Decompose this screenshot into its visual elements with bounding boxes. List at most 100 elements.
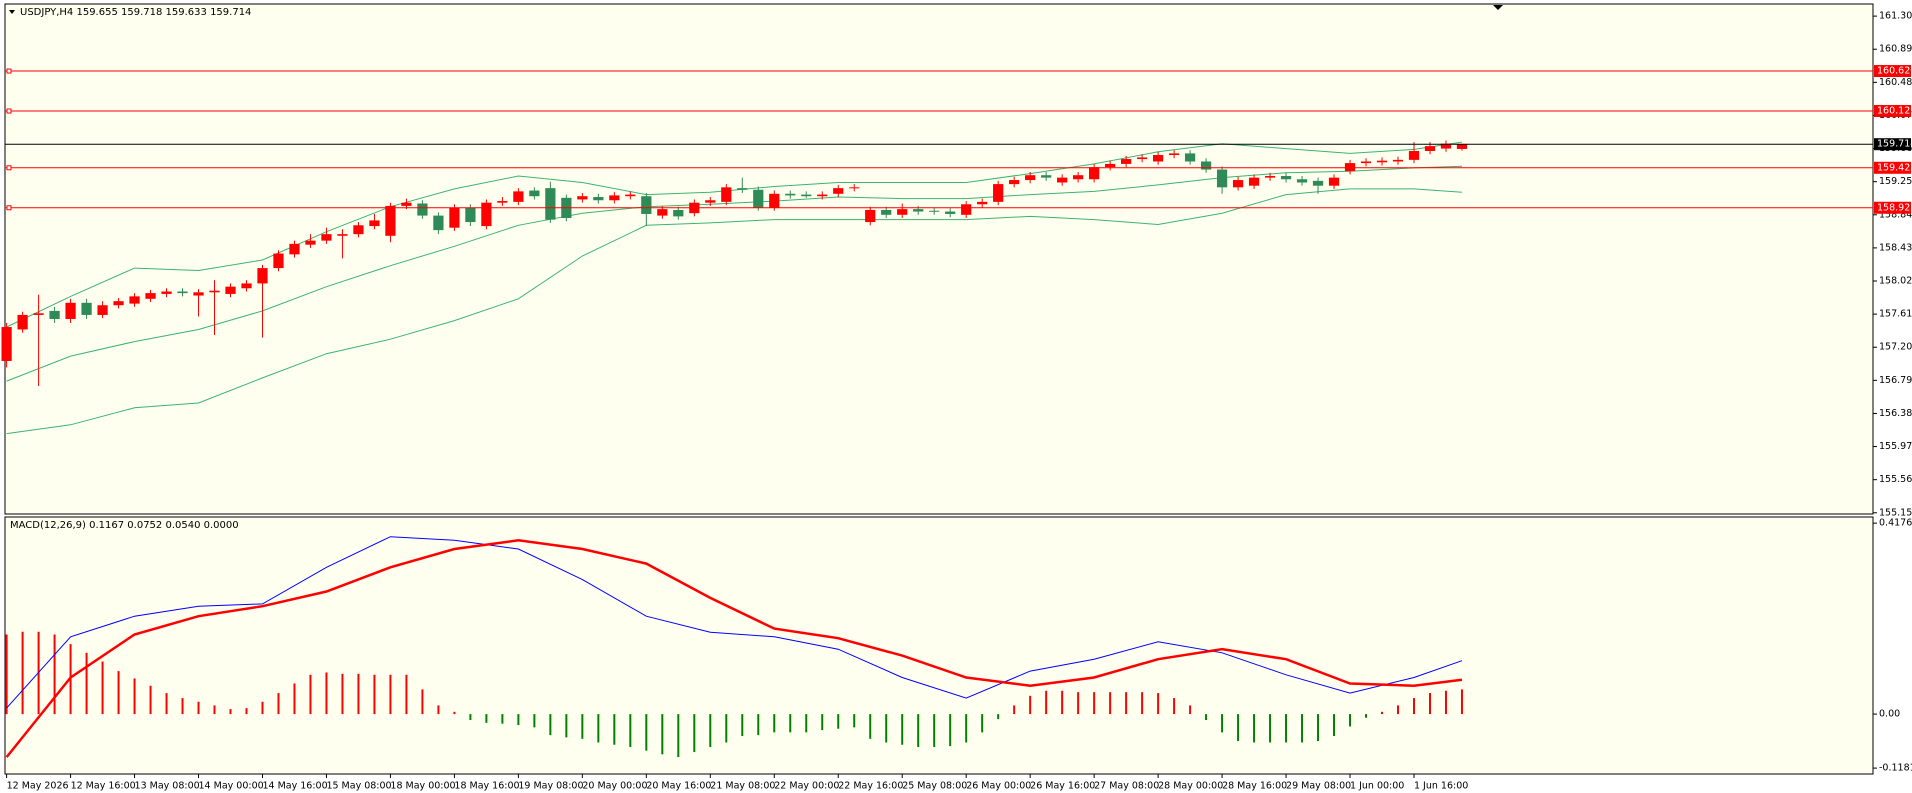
- x-tick-label: 15 May 08:00: [326, 781, 391, 792]
- candle-body: [929, 210, 940, 212]
- x-tick-label: 28 May 00:00: [1158, 781, 1223, 792]
- candle-body: [769, 193, 780, 208]
- candle-body: [1440, 143, 1452, 149]
- level-label: 159.422: [1877, 162, 1912, 173]
- candle-body: [1184, 153, 1196, 162]
- y-tick-label: 157.200: [1879, 342, 1912, 353]
- y-tick-label: 158.020: [1879, 276, 1912, 287]
- candle-body: [737, 188, 748, 190]
- candle-body: [657, 209, 668, 216]
- candle-body: [1232, 180, 1244, 188]
- symbol-menu-arrow: [9, 10, 15, 14]
- candle-body: [593, 197, 604, 201]
- x-tick-label: 25 May 08:00: [902, 781, 967, 792]
- candle-body: [1168, 153, 1180, 156]
- level-label: 158.927: [1877, 202, 1912, 213]
- candle-body: [881, 209, 892, 215]
- x-tick-label: 14 May 16:00: [262, 781, 327, 792]
- candle-body: [65, 302, 76, 319]
- candle-body: [1328, 177, 1340, 186]
- level-anchor: [6, 165, 12, 171]
- candle-body: [1376, 160, 1388, 163]
- candle-body: [481, 202, 492, 227]
- x-tick-label: 12 May 16:00: [71, 781, 136, 792]
- candle-body: [545, 188, 556, 220]
- candle-body: [225, 286, 236, 294]
- x-tick-label: 1 Jun 16:00: [1414, 781, 1468, 792]
- candle-body: [1041, 175, 1052, 178]
- candle-body: [337, 234, 348, 236]
- x-tick-label: 28 May 16:00: [1222, 781, 1287, 792]
- candle-body: [1424, 146, 1436, 151]
- indicator-line: [6, 536, 1463, 709]
- candle-body: [833, 188, 844, 194]
- candle-body: [385, 205, 396, 236]
- x-tick-label: 13 May 08:00: [135, 781, 200, 792]
- x-tick-label: 18 May 16:00: [454, 781, 519, 792]
- candle-body: [273, 253, 284, 269]
- y-tick-label: 156.380: [1879, 408, 1912, 419]
- candle-body: [433, 215, 444, 231]
- candle-body: [705, 200, 716, 203]
- candle-body: [97, 305, 108, 315]
- candle-body: [209, 290, 220, 293]
- candle-body: [577, 196, 588, 200]
- candle-body: [817, 194, 828, 197]
- x-tick-label: 27 May 08:00: [1094, 781, 1159, 792]
- indicator-line: [5, 539, 1463, 758]
- x-tick-label: 29 May 08:00: [1286, 781, 1351, 792]
- candle-body: [849, 187, 860, 189]
- level-tag: [1874, 201, 1911, 214]
- candle-body: [673, 209, 684, 217]
- candle-body: [1, 327, 12, 361]
- y-tick-label: 0.00: [1879, 709, 1900, 720]
- candle-body: [17, 314, 28, 330]
- candle-body: [1089, 167, 1100, 180]
- x-tick-label: 22 May 16:00: [838, 781, 903, 792]
- candle-body: [945, 211, 956, 214]
- candle-body: [193, 292, 204, 296]
- candle-body: [33, 313, 44, 315]
- x-tick-label: 22 May 00:00: [774, 781, 839, 792]
- x-tick-label: 12 May 2026: [7, 781, 69, 792]
- candle-body: [417, 203, 428, 216]
- candle-body: [897, 209, 908, 215]
- candle-body: [913, 209, 924, 212]
- candle-body: [305, 240, 316, 245]
- candle-body: [1312, 180, 1324, 186]
- candle-body: [129, 296, 140, 304]
- candle-body: [529, 190, 540, 197]
- price-title: USDJPY,H4 159.655 159.718 159.633 159.71…: [20, 7, 251, 18]
- y-tick-label: 0.4176: [1879, 518, 1912, 529]
- candle-body: [1136, 157, 1148, 160]
- candle-body: [865, 209, 876, 223]
- candle-body: [49, 310, 60, 319]
- candle-body: [1280, 176, 1292, 180]
- indicator-line: [6, 165, 1463, 382]
- level-tag: [1874, 65, 1911, 78]
- candle-body: [241, 283, 252, 289]
- candle-body: [753, 189, 764, 208]
- level-label: 160.620: [1877, 66, 1912, 77]
- level-tag: [1874, 161, 1911, 174]
- y-tick-label: 156.790: [1879, 375, 1912, 386]
- candle-body: [321, 234, 332, 241]
- y-tick-label: 155.560: [1879, 474, 1912, 485]
- x-tick-label: 21 May 08:00: [710, 781, 775, 792]
- candle-body: [369, 220, 380, 227]
- candle-body: [721, 187, 732, 202]
- candle-body: [1009, 180, 1020, 185]
- y-tick-label: 158.430: [1879, 242, 1912, 253]
- level-tag: [1874, 105, 1911, 118]
- level-anchor: [6, 108, 12, 114]
- x-tick-label: 20 May 00:00: [582, 781, 647, 792]
- candle-body: [353, 225, 364, 235]
- candle-body: [513, 191, 524, 202]
- y-tick-label: 161.300: [1879, 11, 1912, 22]
- y-tick-label: 155.970: [1879, 441, 1912, 452]
- candle-body: [1121, 159, 1132, 164]
- candle-body: [785, 193, 796, 196]
- candle-body: [609, 195, 620, 201]
- candle-body: [625, 194, 636, 197]
